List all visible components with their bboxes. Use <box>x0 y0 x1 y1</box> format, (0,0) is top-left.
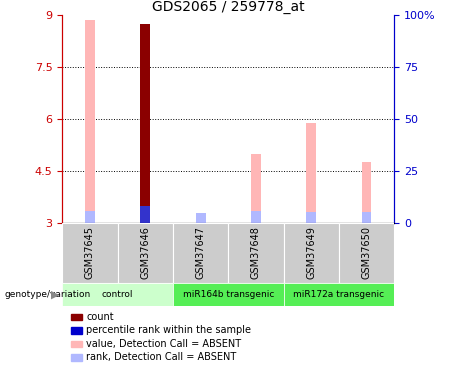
Bar <box>173 223 228 283</box>
Bar <box>118 223 173 283</box>
Bar <box>140 207 150 223</box>
Text: GSM37645: GSM37645 <box>85 226 95 279</box>
Bar <box>361 211 372 223</box>
Text: count: count <box>86 312 114 322</box>
Bar <box>306 212 316 223</box>
Bar <box>85 211 95 223</box>
Text: miR164b transgenic: miR164b transgenic <box>183 290 274 299</box>
Bar <box>228 223 284 283</box>
Bar <box>306 123 316 223</box>
Text: GSM37646: GSM37646 <box>140 226 150 279</box>
Bar <box>251 154 261 223</box>
Text: GSM37647: GSM37647 <box>195 226 206 279</box>
Bar <box>195 217 206 223</box>
Bar <box>284 283 394 306</box>
Text: genotype/variation: genotype/variation <box>5 290 91 299</box>
Text: GSM37650: GSM37650 <box>361 226 372 279</box>
Text: GSM37648: GSM37648 <box>251 226 261 279</box>
Text: value, Detection Call = ABSENT: value, Detection Call = ABSENT <box>86 339 241 349</box>
Bar <box>361 162 372 223</box>
Title: GDS2065 / 259778_at: GDS2065 / 259778_at <box>152 0 305 14</box>
Bar <box>251 211 261 223</box>
Text: ▶: ▶ <box>51 290 59 300</box>
Text: miR172a transgenic: miR172a transgenic <box>293 290 384 299</box>
Bar <box>62 283 173 306</box>
Text: control: control <box>102 290 133 299</box>
Bar <box>339 223 394 283</box>
Text: GSM37649: GSM37649 <box>306 226 316 279</box>
Bar <box>140 24 150 223</box>
Bar <box>173 283 284 306</box>
Bar <box>85 20 95 223</box>
Text: percentile rank within the sample: percentile rank within the sample <box>86 326 251 335</box>
Bar <box>62 223 118 283</box>
Bar <box>284 223 339 283</box>
Text: rank, Detection Call = ABSENT: rank, Detection Call = ABSENT <box>86 352 236 362</box>
Bar <box>195 213 206 223</box>
